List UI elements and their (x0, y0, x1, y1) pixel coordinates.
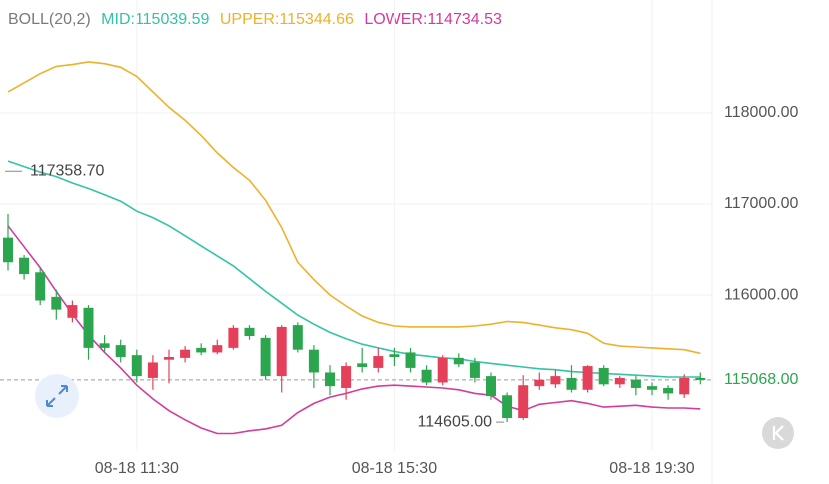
candle-body (19, 257, 30, 275)
candle-body (663, 387, 674, 394)
candle-body (437, 357, 448, 383)
candle-body (35, 272, 46, 301)
legend-entry: LOWER:114734.53 (364, 11, 502, 28)
candle-body (469, 362, 480, 378)
candle-body (389, 354, 400, 357)
expand-button-bg[interactable] (35, 374, 79, 418)
candle-body (421, 369, 432, 383)
candle-body (453, 357, 464, 365)
candle-body (486, 376, 496, 397)
band-line (7, 61, 701, 355)
candle-body (276, 326, 287, 377)
band-line (7, 225, 701, 435)
max-label: 117358.70 (30, 163, 105, 180)
candle-body (325, 372, 335, 387)
candle-body (115, 345, 126, 357)
candle-body (244, 327, 255, 337)
candle-body (695, 377, 706, 380)
y-tick-label: 118000.00 (724, 104, 799, 121)
candle-body (373, 356, 384, 368)
back-button-bg[interactable] (762, 417, 794, 449)
candle-body (260, 337, 271, 377)
indicator-legend: BOLL(20,2) MID:115039.59 UPPER:115344.66… (8, 11, 502, 28)
x-tick-label: 08-18 11:30 (95, 460, 179, 477)
x-tick-label: 08-18 19:30 (609, 460, 695, 477)
min-label: 114605.00 (418, 413, 493, 430)
candle-body (647, 386, 657, 390)
candle-body (341, 366, 352, 388)
candle-body (83, 307, 94, 348)
candle-body (534, 379, 545, 387)
candle-body (308, 349, 319, 373)
candle-body (518, 385, 529, 419)
expand-button[interactable] (35, 374, 79, 418)
indicator-name: BOLL(20,2) (8, 11, 91, 28)
y-tick-label: 116000.00 (724, 286, 799, 303)
back-button[interactable] (762, 417, 794, 449)
expand-icon[interactable] (46, 385, 68, 407)
candle-body (228, 327, 239, 348)
candle-body (679, 377, 690, 395)
candle-body (598, 367, 609, 385)
candle-body (3, 237, 13, 263)
last-price-label: 115068.00 (724, 371, 799, 388)
x-tick-label: 08-18 15:30 (352, 460, 438, 477)
back-icon[interactable] (772, 425, 784, 441)
candle-body (196, 347, 207, 353)
last-price-label-bg (716, 366, 829, 393)
candle-body (67, 305, 78, 318)
candle-body (147, 362, 158, 378)
candle-body (180, 349, 191, 358)
candle-body (357, 363, 368, 368)
legend-entry: UPPER:115344.66 (220, 11, 354, 28)
candle-body (566, 377, 577, 390)
candle-body (164, 356, 174, 360)
candle-body (502, 395, 513, 419)
candle-body (550, 376, 561, 385)
y-tick-label: 117000.00 (724, 195, 799, 212)
candle-body (582, 366, 593, 390)
candle-body (51, 296, 62, 310)
candle-body (212, 345, 223, 353)
legend-entry: MID:115039.59 (101, 11, 209, 28)
candle-body (405, 352, 416, 368)
candle-body (99, 343, 110, 348)
candle-body (292, 325, 303, 350)
candle-body (630, 379, 641, 388)
candle-body (131, 355, 142, 377)
candle-body (614, 377, 625, 385)
